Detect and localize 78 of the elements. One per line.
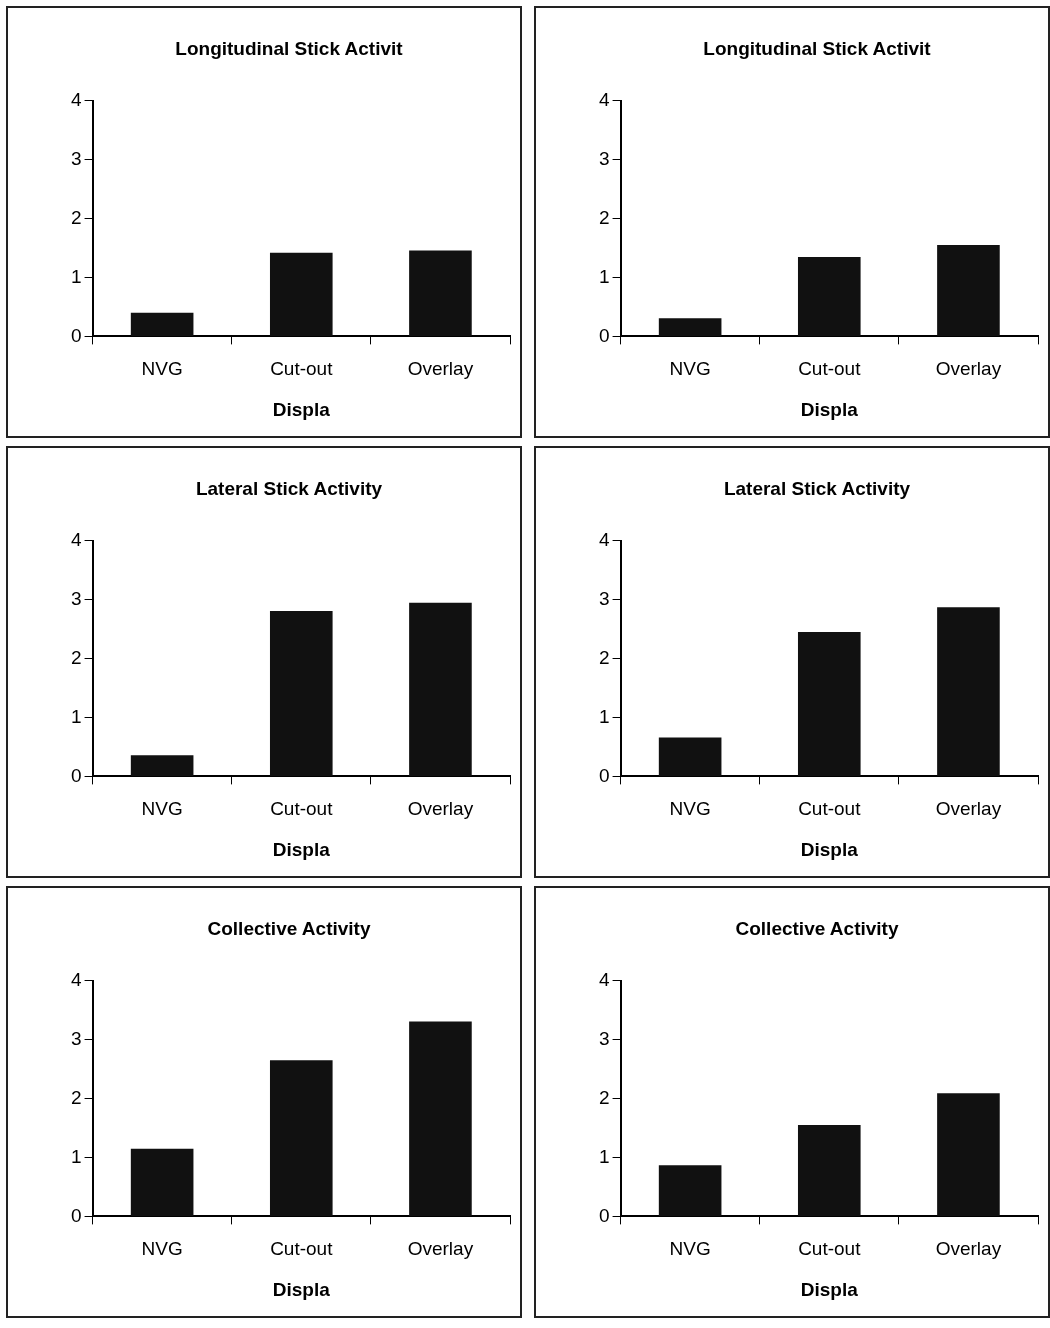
x-tick-label: Cut-out	[270, 798, 334, 820]
x-tick-label: Overlay	[935, 358, 1002, 380]
y-tick-label: 0	[70, 1204, 82, 1226]
y-tick-label: 1	[70, 265, 82, 287]
y-tick-label: 1	[70, 1145, 82, 1167]
bar	[269, 252, 333, 336]
bar	[409, 1021, 472, 1216]
x-tick-label: Overlay	[407, 1238, 474, 1260]
bar	[130, 312, 194, 336]
y-tick-label: 1	[598, 705, 610, 727]
y-tick-label: 2	[598, 646, 610, 668]
x-tick-label: Cut-out	[798, 1238, 862, 1260]
x-axis-title: Displa	[272, 1278, 331, 1300]
y-tick-label: 1	[598, 265, 610, 287]
y-tick-label: 3	[598, 1027, 610, 1049]
bar	[658, 737, 722, 776]
x-axis-title: Displa	[800, 398, 859, 420]
bar	[130, 755, 194, 776]
x-tick-label: Overlay	[407, 358, 474, 380]
x-axis-title: Displa	[800, 1278, 859, 1300]
y-tick-label: 4	[598, 969, 610, 991]
x-tick-label: Cut-out	[798, 798, 862, 820]
y-tick-label: 0	[598, 1204, 610, 1226]
bar	[937, 607, 1000, 776]
y-tick-label: 0	[70, 764, 82, 786]
y-tick-label: 3	[70, 587, 82, 609]
x-tick-label: Cut-out	[270, 358, 334, 380]
bar	[797, 1125, 861, 1216]
bar	[409, 602, 472, 776]
y-tick-label: 3	[70, 1027, 82, 1049]
x-tick-label: Overlay	[935, 1238, 1002, 1260]
y-tick-label: 2	[70, 1086, 82, 1108]
y-tick-label: 0	[598, 764, 610, 786]
bar	[269, 610, 333, 776]
bar	[269, 1060, 333, 1216]
bar	[937, 245, 1000, 336]
x-tick-label: NVG	[669, 358, 711, 380]
x-tick-label: Overlay	[935, 798, 1002, 820]
y-tick-label: 3	[598, 587, 610, 609]
y-tick-label: 1	[70, 705, 82, 727]
x-tick-label: Cut-out	[270, 1238, 334, 1260]
x-tick-label: NVG	[141, 1238, 183, 1260]
bar	[409, 250, 472, 336]
x-tick-label: NVG	[141, 798, 183, 820]
bar	[658, 318, 722, 336]
y-tick-label: 4	[598, 529, 610, 551]
y-tick-label: 0	[598, 324, 610, 346]
x-tick-label: NVG	[141, 358, 183, 380]
y-tick-label: 4	[70, 529, 82, 551]
chart-title: Collective Activity	[735, 917, 899, 939]
y-tick-label: 3	[598, 147, 610, 169]
y-tick-label: 3	[70, 147, 82, 169]
x-tick-label: NVG	[669, 798, 711, 820]
y-tick-label: 4	[70, 969, 82, 991]
y-tick-label: 4	[70, 89, 82, 111]
x-tick-label: Overlay	[407, 798, 474, 820]
x-tick-label: Cut-out	[798, 358, 862, 380]
bar	[797, 632, 861, 776]
chart-title: Lateral Stick Activity	[723, 477, 911, 499]
chart-title: Collective Activity	[207, 917, 371, 939]
y-tick-label: 2	[70, 646, 82, 668]
y-tick-label: 4	[598, 89, 610, 111]
chart-title: Longitudinal Stick Activit	[703, 37, 932, 59]
chart-title: Lateral Stick Activity	[195, 477, 383, 499]
y-tick-label: 2	[598, 206, 610, 228]
y-tick-label: 1	[598, 1145, 610, 1167]
y-tick-label: 2	[70, 206, 82, 228]
bar	[937, 1093, 1000, 1216]
x-axis-title: Displa	[272, 838, 331, 860]
x-tick-label: NVG	[669, 1238, 711, 1260]
y-tick-label: 2	[598, 1086, 610, 1108]
bar	[797, 256, 861, 336]
bar	[658, 1165, 722, 1216]
chart-title: Longitudinal Stick Activit	[175, 37, 404, 59]
bar	[130, 1148, 194, 1216]
x-axis-title: Displa	[800, 838, 859, 860]
y-tick-label: 0	[70, 324, 82, 346]
x-axis-title: Displa	[272, 398, 331, 420]
